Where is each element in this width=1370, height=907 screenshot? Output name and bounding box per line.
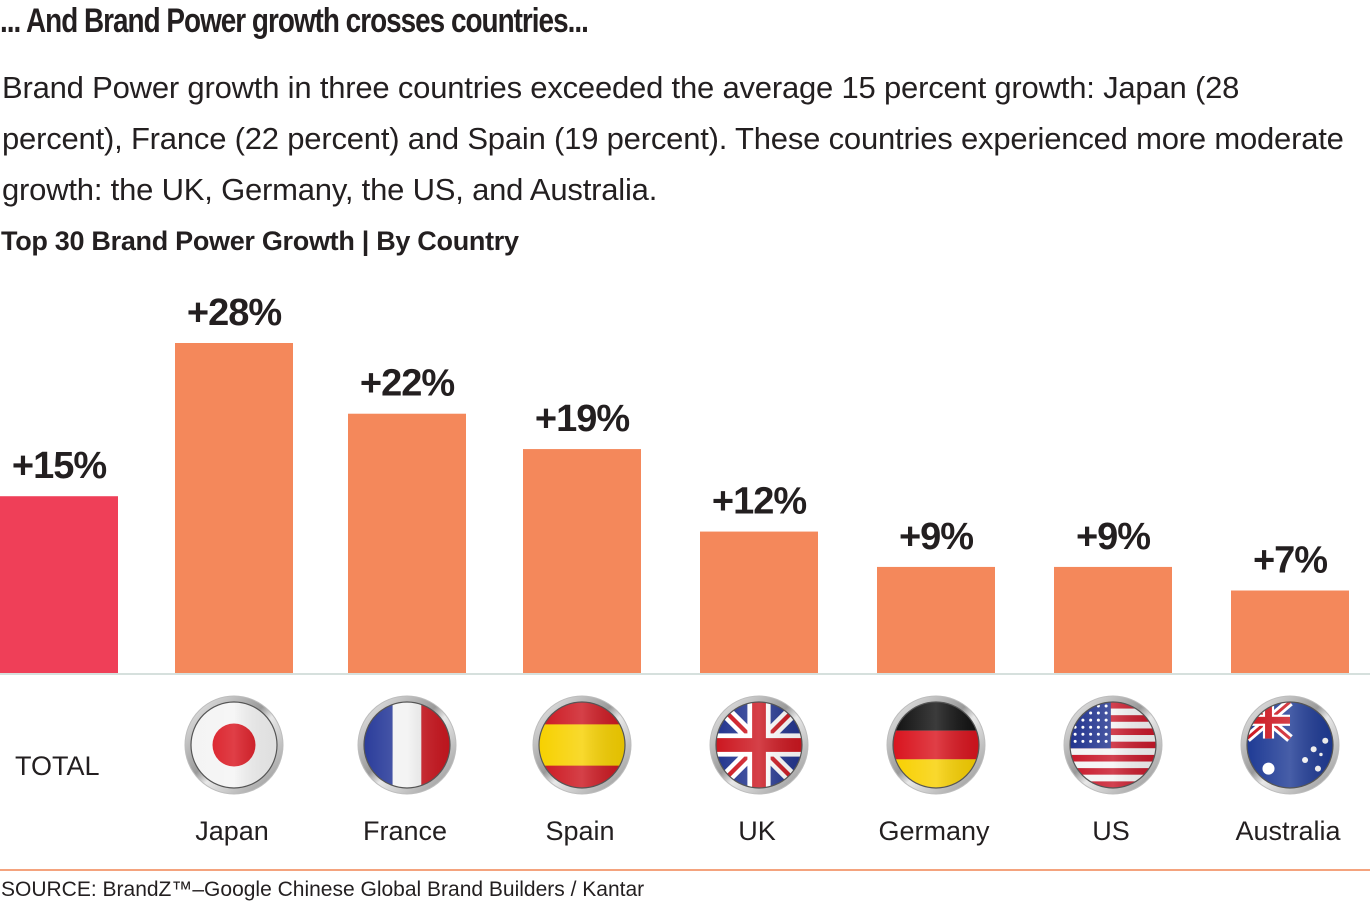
intro-paragraph: Brand Power growth in three countries ex…	[2, 70, 1344, 207]
germany-flag-icon	[886, 695, 986, 795]
us-flag-icon	[1063, 695, 1163, 795]
data-label-spain: +19%	[535, 398, 629, 440]
bar-france	[348, 413, 466, 673]
footer-rule	[0, 869, 1370, 871]
category-label-uk: UK	[738, 816, 776, 846]
bar-spain	[523, 449, 641, 673]
australia-flag-icon	[1240, 695, 1340, 795]
category-label-us: US	[1092, 816, 1130, 846]
bar-chart: +15% TOTAL +28% Japan +22% France +19% Spain +12…	[0, 292, 1370, 846]
data-label-germany: +9%	[899, 516, 973, 558]
category-label-france: France	[363, 816, 447, 846]
category-label-germany: Germany	[878, 816, 990, 846]
headline: ... And Brand Power growth crosses count…	[0, 2, 589, 40]
france-flag-icon	[357, 695, 457, 795]
category-label-spain: Spain	[545, 816, 614, 846]
spain-flag-icon	[532, 695, 632, 795]
source-note: SOURCE: BrandZ™–Google Chinese Global Br…	[1, 878, 645, 901]
bar-japan	[175, 343, 293, 673]
data-label-uk: +12%	[712, 481, 806, 523]
chart-title: Top 30 Brand Power Growth | By Country	[1, 226, 519, 256]
data-label-australia: +7%	[1253, 540, 1327, 582]
data-label-japan: +28%	[187, 292, 281, 334]
data-label-france: +22%	[360, 363, 454, 405]
bar-total	[0, 496, 118, 673]
category-label-total: TOTAL	[15, 751, 100, 781]
bar-uk	[700, 531, 818, 673]
data-label-us: +9%	[1076, 516, 1150, 558]
data-label-total: +15%	[12, 445, 106, 487]
category-label-australia: Australia	[1235, 816, 1341, 846]
bar-us	[1054, 566, 1172, 673]
category-label-japan: Japan	[195, 816, 269, 846]
uk-flag-icon	[709, 695, 809, 795]
japan-flag-icon	[184, 695, 284, 795]
bar-australia	[1231, 590, 1349, 673]
bar-germany	[877, 566, 995, 673]
